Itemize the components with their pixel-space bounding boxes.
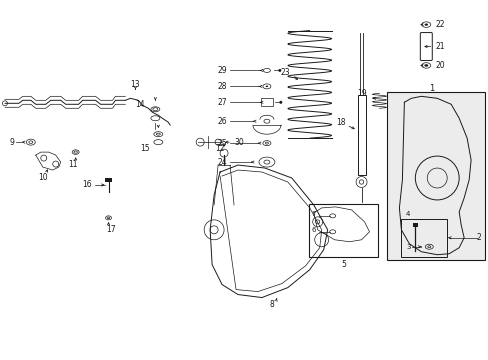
Bar (412, 223, 417, 227)
Bar (261, 98, 272, 106)
Text: 1: 1 (428, 84, 433, 93)
Bar (105, 178, 112, 182)
Bar (386, 92, 484, 260)
Text: 20: 20 (434, 61, 444, 70)
Text: 4: 4 (406, 211, 410, 217)
Text: 15: 15 (140, 144, 150, 153)
Text: 19: 19 (356, 89, 366, 98)
Text: 29: 29 (217, 66, 226, 75)
Text: 26: 26 (217, 117, 226, 126)
Circle shape (278, 69, 281, 72)
Ellipse shape (424, 23, 427, 26)
Text: 24: 24 (217, 158, 226, 167)
Ellipse shape (424, 64, 427, 67)
Text: 8: 8 (269, 300, 274, 309)
Text: 25: 25 (217, 139, 226, 148)
Text: 23: 23 (280, 68, 289, 77)
Text: 30: 30 (234, 138, 244, 147)
Text: 11: 11 (68, 159, 77, 168)
Text: 2: 2 (475, 233, 480, 242)
Text: 27: 27 (217, 98, 226, 107)
Text: 6: 6 (311, 227, 316, 233)
Text: 13: 13 (130, 80, 140, 89)
Bar (308, 204, 378, 257)
Text: 22: 22 (434, 20, 444, 29)
Ellipse shape (265, 86, 267, 87)
Text: 18: 18 (335, 118, 345, 127)
Text: 12: 12 (215, 144, 224, 153)
Text: 7: 7 (311, 211, 316, 217)
Text: 10: 10 (38, 172, 47, 181)
Text: 17: 17 (105, 225, 115, 234)
Text: 21: 21 (434, 42, 444, 51)
Text: 16: 16 (81, 180, 91, 189)
Bar (401, 219, 447, 257)
Circle shape (279, 101, 282, 104)
Text: 9: 9 (9, 138, 14, 147)
Text: 5: 5 (341, 260, 346, 269)
Text: 28: 28 (217, 82, 226, 91)
Text: 14: 14 (135, 100, 145, 109)
Text: 3: 3 (406, 244, 410, 250)
Bar (357, 95, 365, 175)
